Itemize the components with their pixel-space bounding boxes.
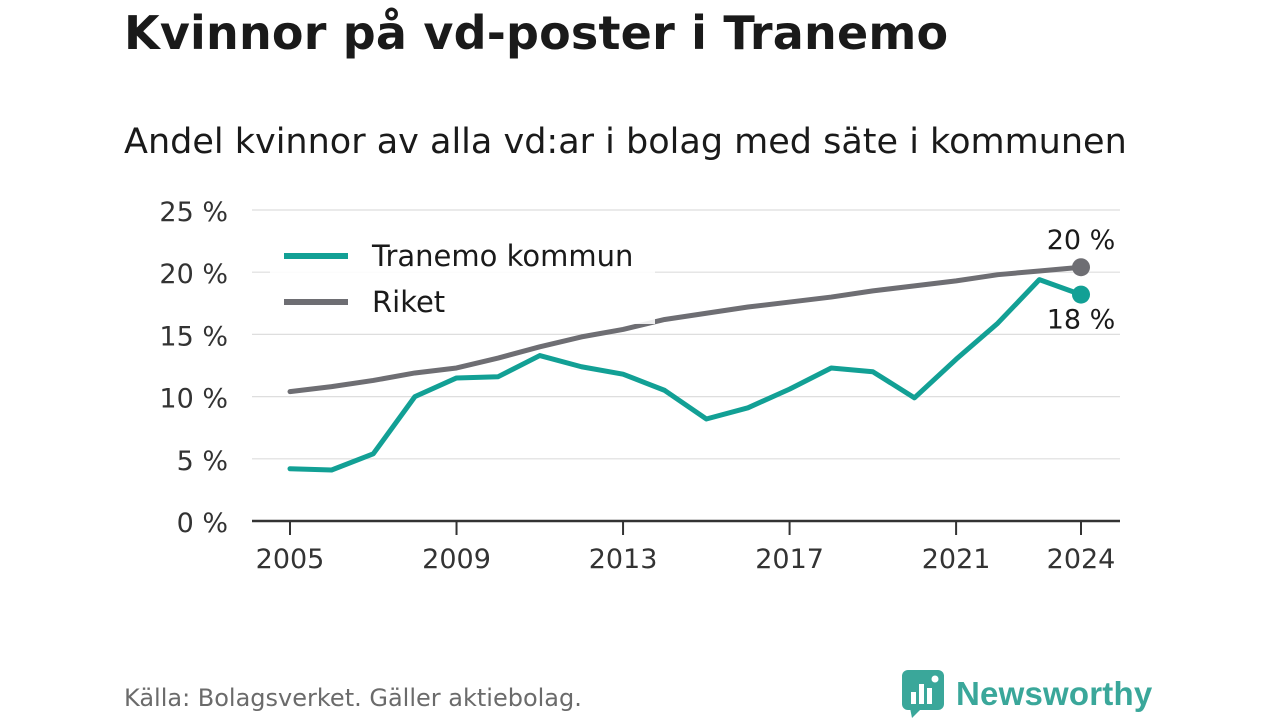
brand: Newsworthy (902, 670, 1152, 718)
x-tick-label: 2024 (1047, 544, 1116, 575)
x-tick-label: 2009 (422, 544, 491, 575)
legend-label: Riket (372, 285, 445, 319)
x-tick-label: 2013 (589, 544, 658, 575)
chart-subtitle: Andel kvinnor av alla vd:ar i bolag med … (124, 122, 1127, 162)
legend-label: Tranemo kommun (371, 239, 633, 273)
source-note: Källa: Bolagsverket. Gäller aktiebolag. (124, 684, 582, 712)
y-tick-label: 5 % (177, 446, 228, 477)
end-label-tranemo: 18 % (1047, 305, 1116, 336)
y-axis-ticks: 0 % 5 % 10 % 15 % 20 % 25 % (159, 197, 228, 539)
y-tick-label: 25 % (159, 197, 228, 228)
series-line-tranemo (287, 277, 1084, 473)
y-tick-label: 15 % (159, 321, 228, 352)
x-tick-label: 2017 (755, 544, 824, 575)
end-point-tranemo (1072, 285, 1090, 304)
y-tick-label: 10 % (159, 384, 228, 415)
x-axis: 2005 2009 2013 2017 2021 2024 (252, 519, 1120, 575)
brand-name: Newsworthy (956, 675, 1153, 712)
end-label-riket: 20 % (1047, 225, 1116, 256)
y-tick-label: 0 % (177, 508, 228, 539)
series-line-riket (287, 264, 1084, 395)
end-labels: 20 % 18 % (1047, 225, 1116, 335)
legend-background (270, 232, 655, 324)
legend: Tranemo kommun Riket (270, 232, 655, 324)
series-lines (287, 258, 1090, 473)
end-point-riket (1072, 258, 1090, 277)
x-tick-label: 2021 (922, 544, 991, 575)
y-tick-label: 20 % (159, 259, 228, 290)
chart-title: Kvinnor på vd-poster i Tranemo (124, 6, 949, 60)
x-tick-label: 2005 (256, 544, 325, 575)
chart-bubble-icon (902, 670, 944, 718)
